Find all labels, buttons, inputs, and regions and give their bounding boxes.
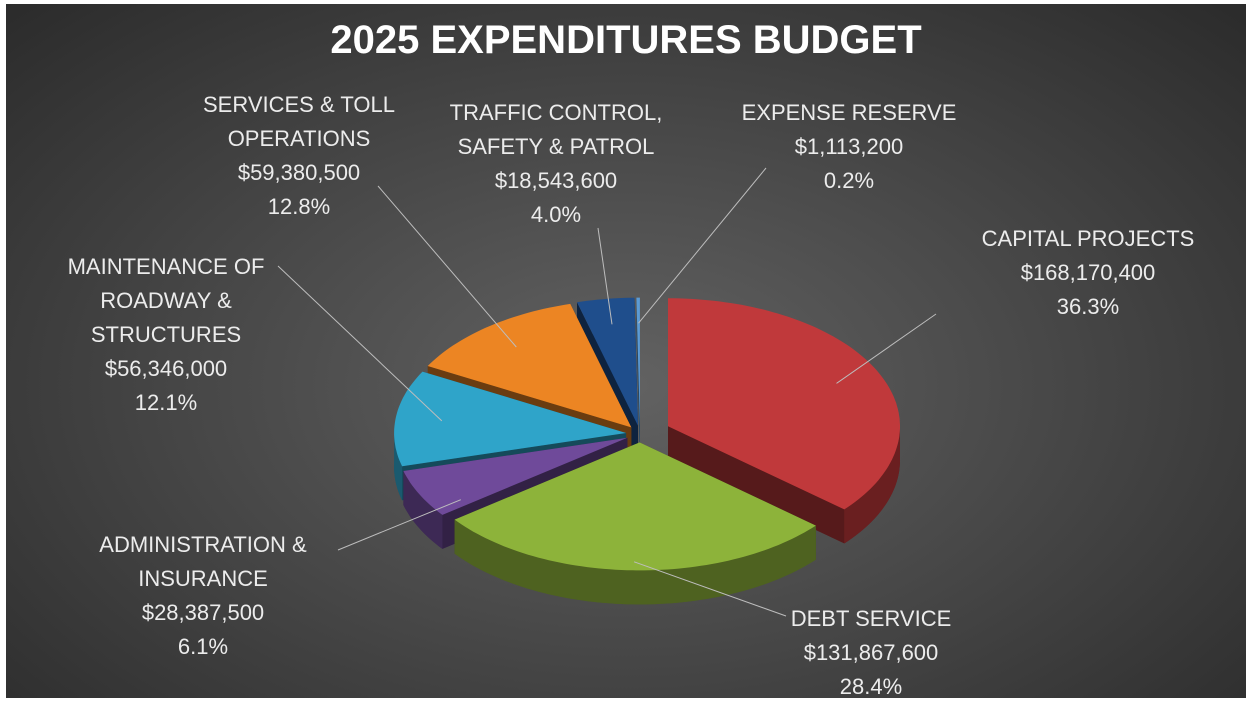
label-value: $59,380,500 bbox=[237, 160, 361, 185]
slice-top bbox=[403, 437, 628, 515]
leader-line bbox=[337, 499, 461, 551]
slice bbox=[668, 298, 900, 544]
label-value: $28,387,500 bbox=[141, 600, 265, 625]
slice-top bbox=[668, 298, 900, 510]
label-value: $56,346,000 bbox=[104, 356, 228, 381]
label-name: MAINTENANCE OF ROADWAY & STRUCTURES bbox=[67, 254, 265, 347]
slice-side bbox=[403, 471, 443, 549]
label-value: $131,867,600 bbox=[803, 640, 939, 665]
leader-line bbox=[633, 561, 787, 617]
slice bbox=[454, 442, 816, 605]
label-name: TRAFFIC CONTROL, SAFETY & PATROL bbox=[449, 100, 663, 159]
slice-top bbox=[636, 297, 640, 426]
data-label: EXPENSE RESERVE $1,113,200 0.2% bbox=[719, 96, 979, 198]
slice-side bbox=[454, 519, 816, 605]
chart-title: 2025 EXPENDITURES BUDGET bbox=[330, 18, 922, 62]
pie-canvas bbox=[277, 167, 937, 617]
label-name: DEBT SERVICE bbox=[790, 606, 952, 631]
data-label: ADMINISTRATION & INSURANCE $28,387,500 6.1… bbox=[78, 528, 328, 664]
slice-side bbox=[394, 433, 403, 501]
data-label: SERVICES & TOLL OPERATIONS $59,380,500 12.… bbox=[184, 88, 414, 224]
slices bbox=[394, 297, 900, 605]
slice-side bbox=[844, 426, 900, 544]
slice-wall bbox=[668, 426, 845, 544]
chart: 2025 EXPENDITURES BUDGET CAPITAL PROJECT… bbox=[6, 4, 1246, 698]
slice bbox=[636, 297, 640, 460]
label-value: $168,170,400 bbox=[1020, 260, 1156, 285]
label-percent: 12.8% bbox=[267, 194, 331, 219]
label-percent: 0.2% bbox=[823, 168, 875, 193]
label-percent: 36.3% bbox=[1056, 294, 1120, 319]
slice-wall bbox=[636, 297, 640, 460]
label-percent: 12.1% bbox=[134, 390, 198, 415]
slice-top bbox=[577, 297, 638, 426]
label-percent: 6.1% bbox=[177, 634, 229, 659]
leader-line bbox=[277, 265, 443, 422]
leader-line bbox=[597, 227, 613, 325]
leader-line bbox=[638, 167, 767, 324]
data-label: DEBT SERVICE $131,867,600 28.4% bbox=[741, 602, 1001, 698]
label-name: ADMINISTRATION & INSURANCE bbox=[99, 532, 307, 591]
label-name: CAPITAL PROJECTS bbox=[981, 226, 1195, 251]
data-label: MAINTENANCE OF ROADWAY & STRUCTURES $56,3… bbox=[46, 250, 286, 420]
slice-top bbox=[394, 371, 627, 467]
label-name: SERVICES & TOLL OPERATIONS bbox=[203, 92, 395, 151]
label-name: EXPENSE RESERVE bbox=[741, 100, 957, 125]
slice-top bbox=[427, 303, 632, 428]
label-value: $1,113,200 bbox=[794, 134, 904, 159]
slice-top bbox=[454, 442, 816, 571]
label-percent: 28.4% bbox=[839, 674, 903, 698]
leader-line bbox=[377, 185, 517, 348]
leader-line bbox=[836, 313, 937, 384]
data-label: CAPITAL PROJECTS $168,170,400 36.3% bbox=[958, 222, 1218, 324]
label-value: $18,543,600 bbox=[494, 168, 618, 193]
label-percent: 4.0% bbox=[530, 202, 582, 227]
data-label: TRAFFIC CONTROL, SAFETY & PATROL $18,543,… bbox=[441, 96, 671, 232]
